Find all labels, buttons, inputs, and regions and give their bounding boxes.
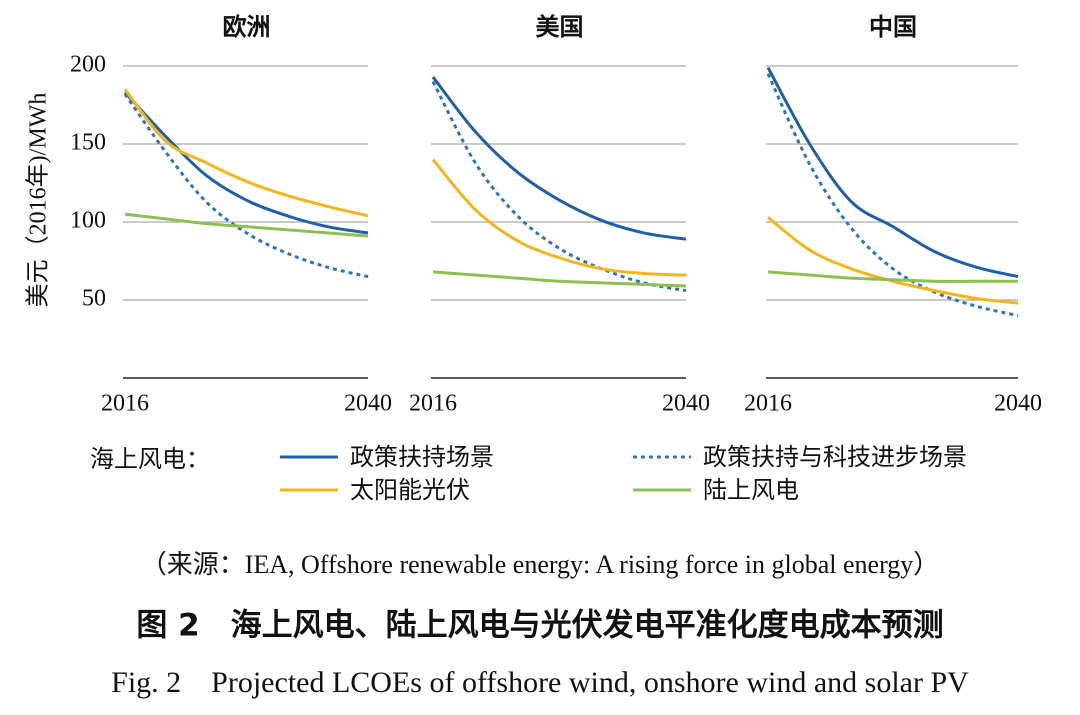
panel-title: 欧洲 xyxy=(223,13,271,41)
panel-title: 中国 xyxy=(869,13,917,41)
legend-label: 政策扶持与科技进步场景 xyxy=(703,443,967,471)
panel-title: 美国 xyxy=(536,13,584,41)
series-line xyxy=(767,270,1018,283)
legend-title: 海上风电： xyxy=(90,445,210,473)
legend-label: 陆上风电 xyxy=(703,476,799,504)
series-line xyxy=(123,93,369,279)
x-tick-label: 2040 xyxy=(994,391,1042,417)
series-line xyxy=(123,91,369,235)
x-tick-label: 2040 xyxy=(344,391,392,417)
series-line xyxy=(124,212,369,238)
x-tick-label: 2016 xyxy=(744,391,792,417)
series-line xyxy=(123,88,369,218)
legend-label: 太阳能光伏 xyxy=(350,476,470,504)
figure-title: 图 2 海上风电、陆上风电与光伏发电平准化度电成本预测 xyxy=(136,608,943,644)
series-line xyxy=(432,270,687,288)
y-tick-label: 50 xyxy=(82,286,106,312)
x-tick-label: 2016 xyxy=(101,391,149,417)
y-axis-label: 美元（2016年)/MWh xyxy=(25,93,52,308)
y-tick-label: 200 xyxy=(70,52,106,78)
y-tick-label: 100 xyxy=(70,208,106,234)
series-line xyxy=(431,76,687,241)
source: （来源：IEA, Offshore renewable energy: A ri… xyxy=(141,550,940,579)
y-tick-label: 150 xyxy=(70,130,106,156)
series-line xyxy=(431,158,687,277)
x-tick-label: 2040 xyxy=(662,391,710,417)
series-line xyxy=(431,80,687,293)
figure-title-en: Fig. 2 Projected LCOEs of offshore wind,… xyxy=(111,666,969,699)
x-tick-label: 2016 xyxy=(409,391,457,417)
series-line xyxy=(766,66,1019,279)
legend-label: 政策扶持场景 xyxy=(350,443,494,471)
series-line xyxy=(767,216,1019,305)
